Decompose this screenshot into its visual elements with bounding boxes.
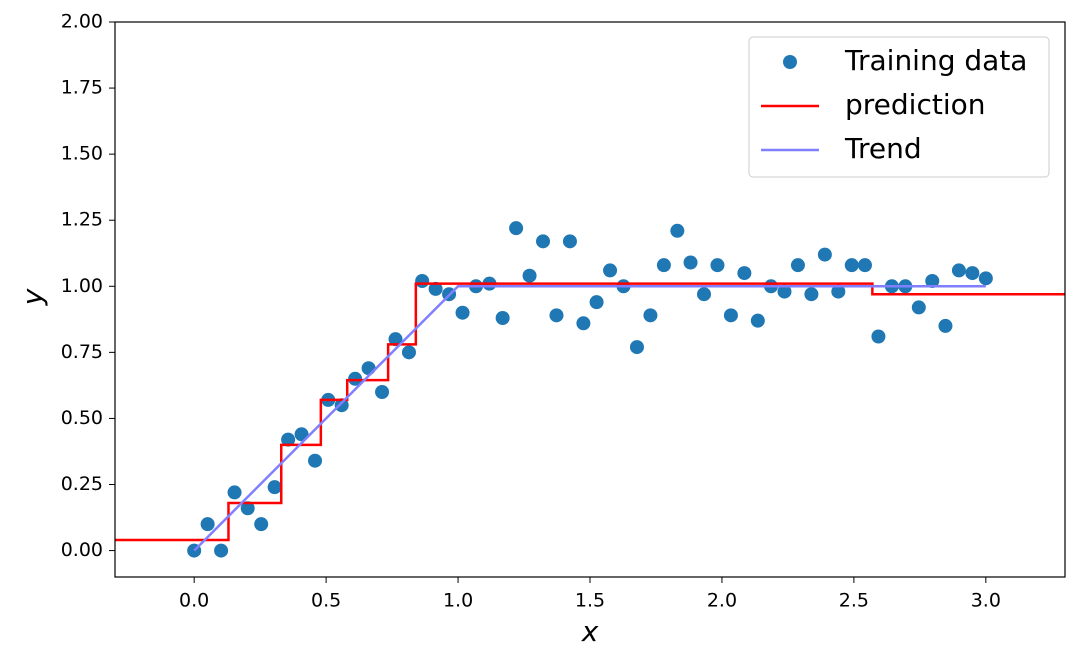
data-point: [348, 371, 363, 386]
data-point: [656, 258, 671, 273]
data-point: [267, 480, 282, 495]
y-tick-label: 0.50: [61, 407, 103, 429]
data-point: [375, 385, 390, 399]
legend-label: Training data: [844, 44, 1027, 77]
data-point: [844, 258, 859, 273]
data-point: [536, 234, 551, 249]
x-tick-label: 2.5: [839, 590, 869, 612]
x-tick-label: 0.5: [311, 590, 341, 612]
data-point: [817, 247, 832, 262]
y-tick-label: 1.25: [61, 209, 103, 231]
data-point: [334, 398, 349, 413]
data-point: [428, 281, 443, 296]
line: [193, 285, 986, 552]
data-point: [629, 340, 644, 355]
data-point: [871, 329, 886, 344]
data-point: [911, 300, 926, 315]
data-point: [308, 453, 323, 468]
data-point: [576, 316, 591, 331]
line: [115, 282, 1065, 542]
x-tick-label: 0.0: [179, 590, 209, 612]
x-axis-label: x: [581, 615, 599, 648]
data-point: [254, 517, 269, 532]
x-tick-label: 1.5: [575, 590, 605, 612]
data-point: [509, 221, 524, 236]
y-tick-label: 0.00: [61, 539, 103, 561]
data-point: [857, 258, 872, 273]
y-tick-label: 0.75: [61, 341, 103, 363]
y-tick-label: 2.00: [61, 11, 103, 33]
data-point: [925, 274, 940, 288]
data-point: [200, 517, 215, 532]
data-point: [643, 308, 658, 323]
data-point: [522, 268, 537, 283]
data-point: [710, 258, 725, 273]
data-point: [965, 266, 980, 281]
data-point: [938, 318, 953, 333]
plot-frame: [114, 21, 1066, 578]
data-point: [750, 313, 765, 328]
data-point: [388, 332, 403, 347]
data-point: [214, 543, 229, 558]
data-point: [227, 485, 242, 500]
data-point: [495, 311, 510, 325]
data-point: [951, 263, 966, 278]
y-tick-label: 0.25: [61, 473, 103, 495]
legend-box: [748, 36, 1050, 178]
data-point: [978, 271, 993, 286]
data-point: [683, 255, 698, 270]
legend-marker: [783, 55, 797, 69]
data-point: [415, 274, 430, 288]
y-tick-label: 1.50: [61, 143, 103, 165]
y-axis-label: y: [16, 288, 49, 306]
data-point: [737, 266, 752, 281]
x-tick-label: 1.0: [443, 590, 473, 612]
x-tick-label: 3.0: [971, 590, 1001, 612]
data-point: [804, 287, 819, 302]
data-point: [281, 432, 296, 447]
y-tick-label: 1.75: [61, 77, 103, 99]
data-point: [455, 305, 470, 320]
data-point: [361, 361, 376, 376]
x-tick-label: 2.0: [707, 590, 737, 612]
data-point: [603, 263, 618, 278]
y-tick-label: 1.00: [61, 275, 103, 297]
data-point: [670, 223, 685, 238]
data-point: [589, 295, 604, 310]
data-point: [777, 284, 792, 299]
data-point: [831, 284, 846, 299]
data-point: [697, 287, 711, 302]
data-point: [790, 258, 805, 273]
data-point: [401, 345, 416, 360]
data-point: [549, 308, 564, 323]
legend-label: prediction: [845, 88, 985, 121]
data-point: [723, 308, 738, 323]
legend-label: Trend: [844, 132, 922, 165]
data-point: [562, 234, 577, 249]
data-point: [240, 501, 255, 516]
